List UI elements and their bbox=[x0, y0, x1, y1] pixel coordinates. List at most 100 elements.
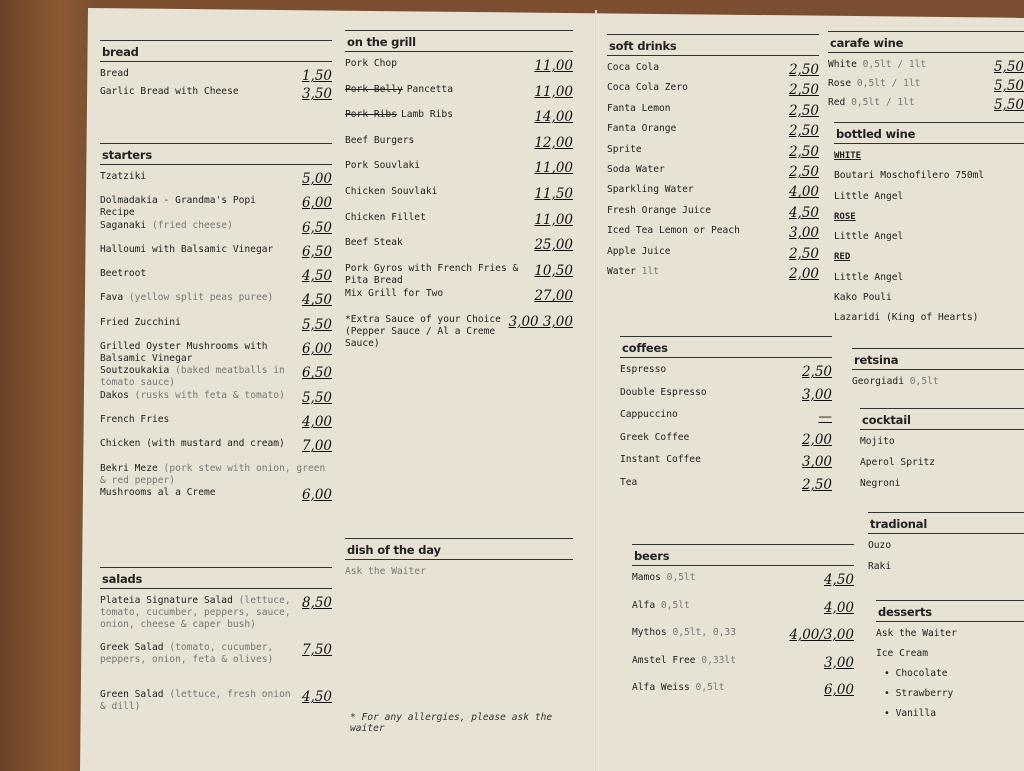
menu-item: Ask the Waiter bbox=[345, 566, 573, 586]
item-price: 3,00 bbox=[823, 654, 854, 671]
dessert-flavor: Chocolate bbox=[876, 668, 948, 679]
item-desc: (baked meatballs in tomato sauce) bbox=[100, 365, 285, 389]
menu-item: Red 0,5lt / 1lt 5,50 bbox=[828, 97, 1024, 116]
struck-name: Pork Belly bbox=[345, 83, 403, 95]
item-name: Negroni bbox=[860, 478, 901, 489]
item-price: 11,00 bbox=[534, 83, 573, 100]
item-name: Sparkling Water bbox=[607, 184, 694, 196]
item-text: Pork Ribs Lamb Ribs bbox=[345, 109, 534, 121]
item-name: Beef Burgers bbox=[345, 134, 415, 146]
item-text: Boutari Moschofilero 750ml bbox=[834, 170, 1024, 182]
item-name: Little Angel bbox=[834, 271, 904, 283]
item-name: Georgiadi bbox=[852, 376, 904, 387]
item-name: French Fries bbox=[100, 413, 170, 425]
item-name: Garlic Bread with Cheese bbox=[100, 86, 239, 97]
item-name: Halloumi with Balsamic Vinegar bbox=[100, 243, 274, 255]
item-price: 3,00 3,00 bbox=[508, 313, 573, 330]
wine-type: ROSE bbox=[834, 211, 856, 222]
item-desc: (lettuce, tomato, cucumber, peppers, sau… bbox=[100, 595, 291, 630]
item-name: Saganaki bbox=[100, 219, 147, 231]
item-text: Bread bbox=[100, 68, 302, 80]
item-price: 10,50 bbox=[534, 262, 573, 279]
menu-item: Sprite 2,50 bbox=[607, 144, 819, 164]
item-text: Negroni bbox=[860, 478, 1024, 490]
menu-item: Coca Cola 2,50 bbox=[607, 62, 819, 82]
menu-item: Double Espresso 3,00 bbox=[620, 387, 832, 410]
item-price: 27,00 bbox=[534, 288, 573, 305]
item-name: Greek Salad bbox=[100, 642, 164, 653]
item-text: Grilled Oyster Mushrooms with Balsamic V… bbox=[100, 341, 302, 365]
menu-item: Mushrooms al a Creme 6,00 bbox=[100, 487, 332, 511]
item-price: 11,00 bbox=[534, 58, 573, 74]
dessert-flavor: Vanilla bbox=[876, 708, 936, 719]
menu-item: Soutzoukakia (baked meatballs in tomato … bbox=[100, 365, 332, 389]
item-desc: 0,5lt / 1lt bbox=[856, 78, 921, 89]
item-text: Sprite bbox=[607, 144, 789, 156]
menu-item: Water 1lt 2,00 bbox=[607, 266, 819, 286]
item-text: Fried Zucchini bbox=[100, 317, 302, 329]
item-text: Coca Cola Zero bbox=[607, 82, 789, 94]
menu-item: Chocolate bbox=[876, 668, 1024, 688]
item-name: Pork Chop bbox=[345, 58, 397, 69]
item-name: Chicken Fillet bbox=[345, 211, 426, 223]
menu-section: retsina Georgiadi 0,5lt bbox=[852, 348, 1024, 396]
item-text: Greek Coffee bbox=[620, 432, 802, 444]
item-name: White bbox=[828, 59, 857, 70]
item-name: Little Angel bbox=[834, 190, 904, 202]
item-name: Greek Coffee bbox=[620, 431, 690, 443]
item-price: 11,00 bbox=[534, 160, 573, 177]
menu-item: Sparkling Water 4,00 bbox=[607, 184, 819, 204]
item-text: Fresh Orange Juice bbox=[607, 205, 789, 217]
menu-item: Fried Zucchini 5,50 bbox=[100, 317, 332, 341]
menu-item: Cappuccino — bbox=[620, 409, 832, 432]
item-name: Mythos bbox=[632, 627, 667, 638]
item-price: 2,50 bbox=[788, 62, 819, 78]
item-name: Fresh Orange Juice bbox=[607, 204, 711, 216]
item-text: RED bbox=[834, 251, 1024, 263]
item-text: Chicken Souvlaki bbox=[345, 186, 534, 198]
item-text: Chicken Fillet bbox=[345, 212, 534, 224]
item-text: Chocolate bbox=[876, 668, 1024, 680]
menu-item: Greek Coffee 2,00 bbox=[620, 432, 832, 455]
item-price: — bbox=[818, 409, 833, 426]
footnote: * For any allergies, please ask the wait… bbox=[350, 712, 553, 734]
item-desc: (pork stew with onion, green & red peppe… bbox=[100, 462, 326, 486]
item-name: Alfa Weiss bbox=[632, 682, 690, 693]
item-desc: (yellow split peas puree) bbox=[128, 292, 274, 304]
item-price: 6,50 bbox=[301, 365, 332, 382]
item-text: Beef Steak bbox=[345, 237, 534, 249]
item-text: Aperol Spritz bbox=[860, 457, 1024, 469]
item-text: Garlic Bread with Cheese bbox=[100, 86, 302, 98]
menu-item: Rose 0,5lt / 1lt 5,50 bbox=[828, 78, 1024, 97]
item-text: Fanta Orange bbox=[607, 123, 789, 135]
menu-item: Fresh Orange Juice 4,50 bbox=[607, 205, 819, 225]
menu-item: Coca Cola Zero 2,50 bbox=[607, 82, 819, 102]
wine-type: WHITE bbox=[834, 151, 862, 161]
menu-item: Garlic Bread with Cheese 3,50 bbox=[100, 86, 332, 104]
item-text: Ask the Waiter bbox=[876, 628, 1024, 640]
item-price: 4,50 bbox=[788, 204, 819, 221]
menu-item: Vanilla bbox=[876, 708, 1024, 728]
item-text: Fanta Lemon bbox=[607, 103, 789, 115]
item-text: Dakos (rusks with feta & tomato) bbox=[100, 390, 302, 402]
item-name: Fried Zucchini bbox=[100, 316, 181, 328]
item-name: Pancetta bbox=[406, 83, 453, 95]
menu-item: Fanta Orange 2,50 bbox=[607, 123, 819, 143]
menu-item: Green Salad (lettuce, fresh onion & dill… bbox=[100, 689, 332, 736]
menu-item: Mix Grill for Two 27,00 bbox=[345, 288, 573, 314]
item-text: WHITE bbox=[834, 150, 1024, 162]
menu-section: on the grill Pork Chop 11,00 Pork Belly Panc… bbox=[345, 30, 573, 350]
item-name: Fava bbox=[100, 292, 124, 304]
item-text: Greek Salad (tomato, cucumber, peppers, … bbox=[100, 642, 302, 666]
section-title: retsina bbox=[852, 348, 1024, 370]
item-text: Pork Chop bbox=[345, 58, 534, 70]
item-name: Mamos bbox=[632, 572, 661, 583]
menu-item: Pork Belly Pancetta 11,00 bbox=[345, 84, 573, 110]
item-text: Mix Grill for Two bbox=[345, 288, 534, 300]
menu-item: Chicken Souvlaki 11,50 bbox=[345, 186, 573, 212]
item-price: 6,00 bbox=[301, 486, 332, 503]
menu-item: Greek Salad (tomato, cucumber, peppers, … bbox=[100, 642, 332, 689]
menu-section: tradional Ouzo Raki bbox=[868, 512, 1024, 582]
item-name: Red bbox=[828, 97, 846, 108]
menu-item: WHITE bbox=[834, 150, 1024, 170]
